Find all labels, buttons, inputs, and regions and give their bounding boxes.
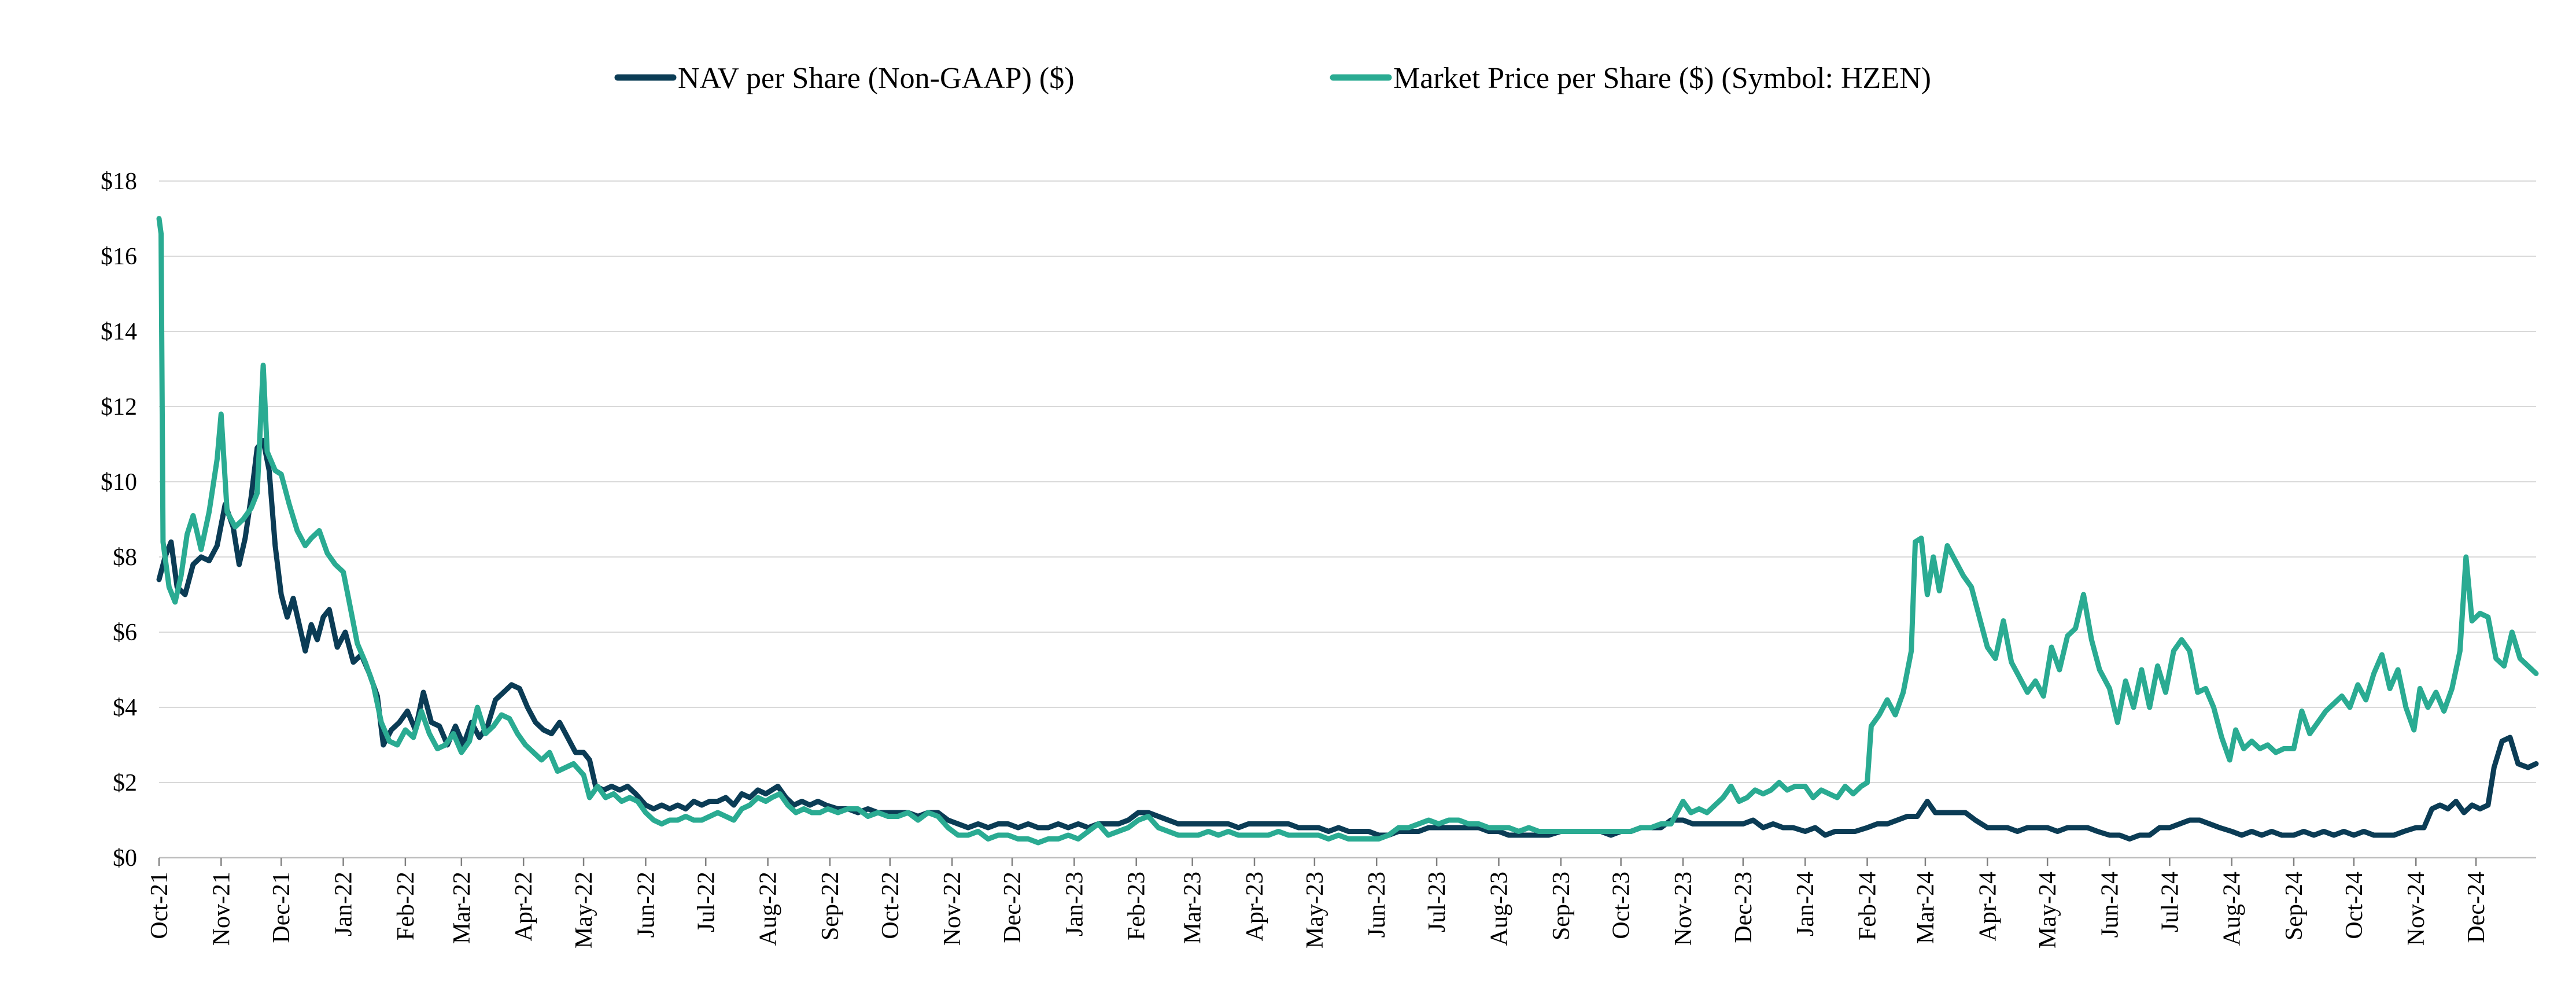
x-tick-label: Jun-24 (2097, 872, 2123, 938)
x-tick-label: Jan-23 (1061, 872, 1088, 936)
x-tick-label: Feb-22 (393, 872, 419, 940)
x-tick-label: Oct-21 (146, 872, 173, 939)
x-tick-label: Mar-23 (1180, 872, 1206, 944)
x-tick-label: Sep-22 (817, 872, 844, 940)
x-tick-label: Oct-22 (877, 872, 904, 939)
x-tick-label: Jul-24 (2157, 872, 2183, 932)
legend: NAV per Share (Non-GAAP) ($) Market Price… (614, 62, 1931, 95)
y-tick-label: $4 (113, 695, 137, 721)
x-tick-label: Nov-21 (208, 872, 235, 946)
x-tick-label: Dec-23 (1730, 872, 1757, 943)
axes: $0 $2 $4 $6 $8 $10 $12 $14 $16 $18 Oct-21 Nov-21 Dec… (101, 168, 2536, 949)
y-tick-label: $18 (101, 168, 137, 195)
x-tick-label: Feb-23 (1124, 872, 1150, 940)
x-tick-label: Nov-22 (939, 872, 966, 946)
x-tick-label: Sep-24 (2281, 872, 2308, 940)
x-tick-label: Jan-24 (1792, 872, 1819, 936)
x-tick-label: Jul-23 (1424, 872, 1451, 932)
y-tick-label: $8 (113, 544, 137, 571)
x-tick-label: Aug-24 (2219, 872, 2246, 946)
x-tick-label: Mar-22 (449, 872, 475, 944)
y-tick-label: $2 (113, 770, 137, 796)
x-tick-label: Jun-23 (1364, 872, 1390, 938)
x-tick-label: Dec-22 (999, 872, 1026, 943)
legend-label: Market Price per Share ($) (Symbol: HZEN… (1393, 62, 1931, 95)
series-lines (156, 216, 2539, 846)
x-tick-label: Nov-23 (1670, 872, 1697, 946)
y-tick-label: $16 (101, 243, 137, 270)
nav-per-share-line (156, 438, 2539, 842)
gridlines (159, 180, 2536, 783)
y-tick-label: $0 (113, 845, 137, 872)
x-tick-label: May-23 (1302, 872, 1328, 949)
y-tick-label: $14 (101, 319, 137, 345)
x-tick-label: Apr-24 (1975, 872, 2001, 941)
x-tick-label: Jun-22 (633, 872, 659, 938)
legend-label: NAV per Share (Non-GAAP) ($) (678, 62, 1075, 95)
x-tick-label: Apr-22 (511, 872, 537, 941)
x-tick-label: Apr-23 (1242, 872, 1268, 941)
market-price-line (156, 216, 2539, 846)
x-tick-label: Oct-23 (1608, 872, 1635, 939)
x-tick-label: Dec-24 (2463, 872, 2490, 943)
x-tick-label: Feb-24 (1855, 872, 1881, 940)
x-tick-label: Mar-24 (1913, 872, 1939, 944)
x-tick-label: Aug-22 (755, 872, 782, 946)
x-tick-label: Jan-22 (331, 872, 357, 936)
x-tick-label: Sep-23 (1548, 872, 1575, 940)
y-tick-label: $12 (101, 394, 137, 420)
y-tick-label: $6 (113, 619, 137, 646)
x-tick-label: May-22 (571, 872, 597, 949)
x-tick-label: Jul-22 (693, 872, 719, 932)
y-tick-label: $10 (101, 469, 137, 496)
x-tick-label: Aug-23 (1486, 872, 1512, 946)
x-tick-label: Dec-21 (268, 872, 295, 943)
x-tick-label: Nov-24 (2403, 872, 2430, 946)
x-tick-label: May-24 (2035, 872, 2061, 949)
x-tick-label: Oct-24 (2341, 872, 2368, 939)
